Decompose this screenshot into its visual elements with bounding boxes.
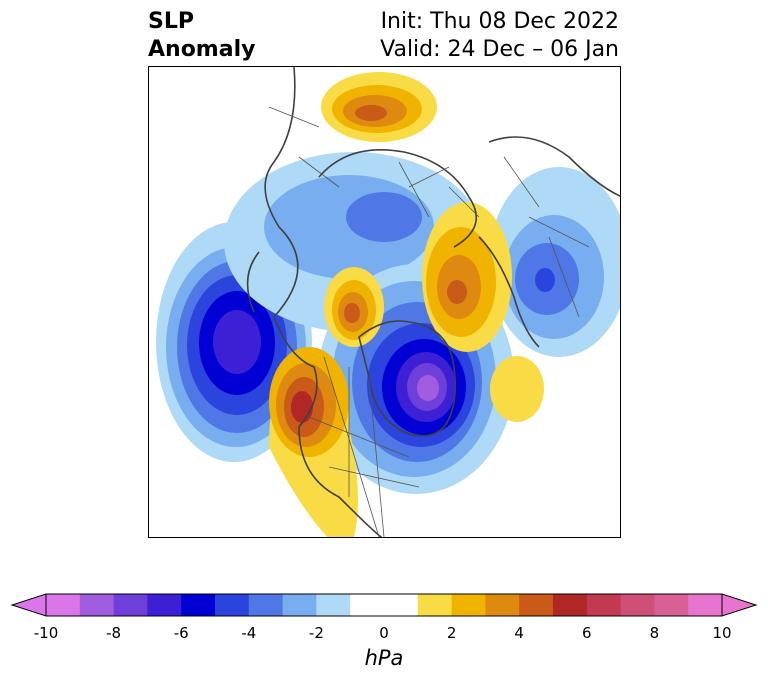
colorbar-bin	[553, 594, 588, 616]
colorbar-tick-label: -10	[33, 624, 59, 642]
anomaly-central-asia-low	[489, 167, 620, 357]
colorbar-extend-min	[10, 593, 47, 617]
colorbar-bin	[620, 594, 655, 616]
colorbar	[10, 593, 758, 617]
colorbar-tick-label: 4	[514, 624, 524, 642]
colorbar-tick-label: -8	[106, 624, 122, 642]
colorbar-outline	[45, 593, 723, 617]
colorbar-bin	[519, 594, 554, 616]
colorbar-bin	[417, 594, 453, 616]
anomaly-arctic-high	[324, 267, 384, 347]
colorbar-bin	[654, 594, 689, 616]
map-panel	[148, 66, 621, 538]
anomaly-mediterranean-high	[321, 72, 437, 142]
colorbar-bin	[384, 594, 419, 616]
map-title-left: SLP Anomaly	[148, 8, 255, 64]
colorbar-bin	[79, 594, 115, 616]
colorbar-bin	[147, 594, 182, 616]
colorbar-bin	[316, 594, 351, 616]
colorbar-tick-label: 10	[712, 624, 732, 642]
colorbar-bin	[282, 594, 317, 616]
colorbar-bin	[586, 594, 622, 616]
colorbar-tick-label: 2	[446, 624, 457, 642]
colorbar-bin	[181, 594, 216, 616]
colorbar-tick-label: 0	[379, 624, 389, 642]
colorbar-bin	[113, 594, 148, 616]
title-variable-type: Anomaly	[148, 37, 256, 62]
colorbar-bin	[248, 594, 284, 616]
colorbar-tick-label: 8	[649, 624, 660, 642]
anomaly-scandinavia-russia-high	[422, 202, 512, 352]
init-date: Init: Thu 08 Dec 2022	[380, 9, 619, 34]
colorbar-bin	[485, 594, 520, 616]
anomaly-map	[156, 67, 620, 537]
colorbar-extend-max	[721, 593, 758, 617]
colorbar-bin	[46, 594, 81, 616]
colorbar-tick-label: -6	[173, 624, 189, 642]
colorbar-tick-label: -4	[241, 624, 257, 642]
colorbar-tick-label: 6	[582, 624, 592, 642]
colorbar-units: hPa	[364, 646, 404, 670]
colorbar-bin	[688, 594, 723, 616]
colorbar-bin	[350, 594, 385, 616]
map-title-right: Init: Thu 08 Dec 2022 Valid: 24 Dec – 06…	[380, 8, 619, 64]
colorbar-bin	[215, 594, 250, 616]
title-variable: SLP	[148, 9, 194, 34]
valid-range: Valid: 24 Dec – 06 Jan	[380, 37, 619, 62]
country-borders	[268, 106, 590, 537]
colorbar-tick-label: -2	[308, 624, 324, 642]
colorbar-bin	[451, 594, 486, 616]
anomaly-north-atlantic-high	[490, 356, 544, 422]
